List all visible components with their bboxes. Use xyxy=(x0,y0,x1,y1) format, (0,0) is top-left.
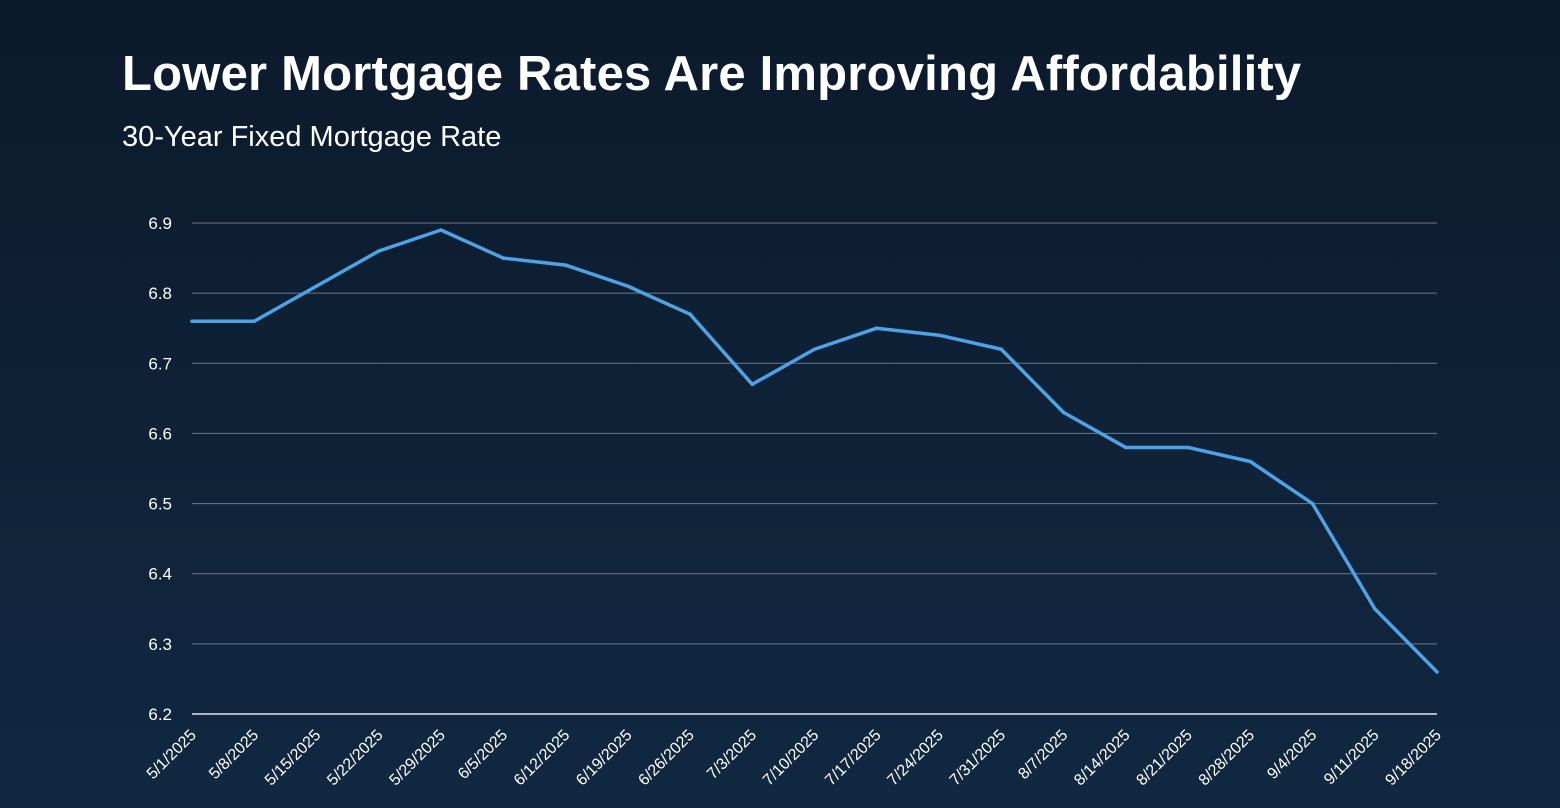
x-tick-label: 7/31/2025 xyxy=(947,727,1009,789)
data-point xyxy=(750,382,754,387)
y-tick-label: 6.5 xyxy=(148,495,172,514)
chart-subtitle: 30-Year Fixed Mortgage Rate xyxy=(122,121,502,153)
x-tick-label: 6/12/2025 xyxy=(511,727,573,789)
series-layer xyxy=(190,228,1439,674)
x-tick-label: 8/28/2025 xyxy=(1196,727,1258,789)
chart-title: Lower Mortgage Rates Are Improving Affor… xyxy=(122,47,1302,101)
data-point xyxy=(688,312,692,316)
data-point xyxy=(937,333,941,337)
data-point xyxy=(999,347,1003,352)
data-point xyxy=(1310,501,1315,506)
x-tick-label: 6/19/2025 xyxy=(573,727,635,789)
y-tick-label: 6.2 xyxy=(148,705,172,724)
series-line xyxy=(190,228,1439,674)
x-tick-label: 9/18/2025 xyxy=(1382,727,1444,789)
x-tick-label: 5/22/2025 xyxy=(324,727,386,789)
x-tick-label: 5/8/2025 xyxy=(206,727,262,783)
x-tick-label: 6/5/2025 xyxy=(455,727,511,783)
x-tick-label: 5/29/2025 xyxy=(386,727,448,789)
data-point xyxy=(812,347,817,352)
x-tick-label: 7/3/2025 xyxy=(704,727,760,783)
x-tick-label: 5/15/2025 xyxy=(262,727,324,789)
y-tick-label: 6.8 xyxy=(148,284,172,303)
x-tick-label: 8/7/2025 xyxy=(1015,727,1071,783)
x-tick-label: 9/11/2025 xyxy=(1321,727,1383,789)
data-point xyxy=(190,319,194,323)
data-point xyxy=(501,256,505,260)
y-axis-tick-labels: 6.2 6.3 6.4 6.5 6.6 6.7 6.8 6.9 xyxy=(148,214,172,724)
y-tick-label: 6.3 xyxy=(148,635,172,654)
data-point xyxy=(1248,459,1252,464)
x-axis-tick-labels: 5/1/2025 5/8/2025 5/15/2025 5/22/2025 5/29/2… xyxy=(144,727,1445,789)
x-tick-label: 8/14/2025 xyxy=(1071,727,1133,789)
data-point xyxy=(1435,670,1439,674)
x-tick-label: 6/26/2025 xyxy=(635,727,697,789)
x-tick-label: 8/21/2025 xyxy=(1133,727,1195,789)
data-point xyxy=(875,326,879,330)
x-tick-label: 7/24/2025 xyxy=(884,727,946,789)
gridlines xyxy=(192,222,1437,715)
data-point xyxy=(1124,445,1128,450)
x-tick-label: 7/17/2025 xyxy=(822,727,884,789)
data-point xyxy=(1373,607,1377,611)
y-tick-label: 6.9 xyxy=(148,214,172,233)
data-point xyxy=(1186,445,1190,450)
y-tick-label: 6.6 xyxy=(148,424,172,443)
y-tick-label: 6.7 xyxy=(148,354,172,373)
x-tick-label: 7/10/2025 xyxy=(760,727,822,789)
data-point xyxy=(252,319,256,323)
data-point xyxy=(1061,410,1066,415)
x-tick-label: 5/1/2025 xyxy=(144,727,200,783)
data-point xyxy=(377,249,381,253)
data-point xyxy=(626,284,630,288)
x-tick-label: 9/4/2025 xyxy=(1264,727,1320,783)
data-point xyxy=(314,284,319,288)
data-point xyxy=(439,228,443,232)
y-tick-label: 6.4 xyxy=(148,565,172,584)
data-point xyxy=(563,263,568,267)
